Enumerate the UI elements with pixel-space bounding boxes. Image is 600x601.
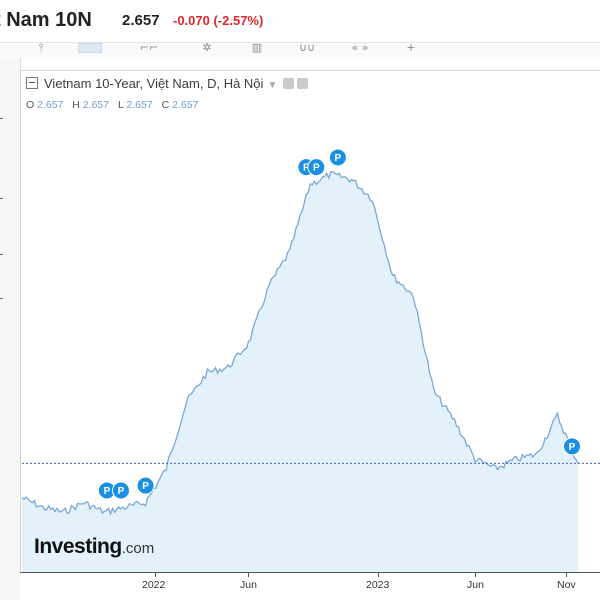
chart-legend: Vietnam 10-Year, Việt Nam, D, Hà Nội ▼ <box>26 76 309 91</box>
quote-header: t Nam 10N 2.657 -0.070 (-2.57%) <box>0 0 600 42</box>
close-value: 2.657 <box>172 99 199 111</box>
event-marker[interactable]: P <box>111 481 130 500</box>
compare-icon[interactable]: ▥ <box>251 41 263 54</box>
gear-icon[interactable] <box>297 78 309 89</box>
event-marker-label: P <box>569 442 576 453</box>
price-line <box>21 170 579 516</box>
last-price: 2.657 <box>122 12 160 29</box>
high-value: 2.657 <box>82 99 110 111</box>
add-icon[interactable]: + <box>406 41 416 54</box>
chart-toolbar: ⫯ ⌐⌐ ✲ ▥ ∪∪ « » + <box>0 42 600 59</box>
chart-type-icon[interactable] <box>78 43 102 53</box>
x-tick-label: 2023 <box>366 579 390 591</box>
zoom-icon[interactable]: « » <box>351 41 369 54</box>
event-marker[interactable]: P <box>328 148 347 167</box>
event-marker-label: P <box>118 486 125 497</box>
event-marker[interactable]: P <box>307 158 326 177</box>
investing-logo: Investing.com <box>34 535 154 559</box>
area-fill <box>22 171 578 575</box>
x-tick-label: Nov <box>557 579 576 591</box>
logo-main: Investing <box>34 535 122 558</box>
event-marker-label: P <box>303 163 310 174</box>
open-label: O <box>26 99 35 111</box>
event-marker[interactable]: P <box>563 437 581 456</box>
collapse-icon[interactable] <box>26 77 38 89</box>
low-value: 2.657 <box>126 99 153 111</box>
navigate-icon[interactable]: ∪∪ <box>298 41 316 54</box>
high-label: H <box>72 99 80 111</box>
event-marker[interactable]: P <box>136 476 155 495</box>
indicators-icon[interactable]: ⌐⌐ <box>139 41 159 54</box>
ohlc-readout: O 2.657 H 2.657 L 2.657 C 2.657 <box>26 99 204 111</box>
open-value: 2.657 <box>37 99 64 111</box>
x-tick-label: 2022 <box>142 579 166 591</box>
low-label: L <box>118 99 124 111</box>
chevron-down-icon[interactable]: ▼ <box>267 80 278 91</box>
close-label: C <box>161 99 170 111</box>
event-marker-label: P <box>142 481 149 492</box>
eye-icon[interactable] <box>283 78 295 89</box>
settings-icon[interactable]: ✲ <box>202 41 212 54</box>
x-tick-label: Jun <box>467 579 484 591</box>
ticker-name: t Nam 10N <box>0 9 92 31</box>
price-change: -0.070 (-2.57%) <box>173 13 264 28</box>
legend-title: Vietnam 10-Year, Việt Nam, D, Hà Nội <box>44 76 264 91</box>
event-marker-label: P <box>335 153 342 164</box>
logo-domain: .com <box>121 540 155 557</box>
candles-icon[interactable]: ⫯ <box>38 41 44 54</box>
x-tick-label: Jun <box>240 579 257 591</box>
event-marker-label: P <box>104 486 111 497</box>
event-marker-label: P <box>313 163 320 174</box>
x-axis: 2022 Jun 2023 Jun Nov <box>20 572 600 601</box>
